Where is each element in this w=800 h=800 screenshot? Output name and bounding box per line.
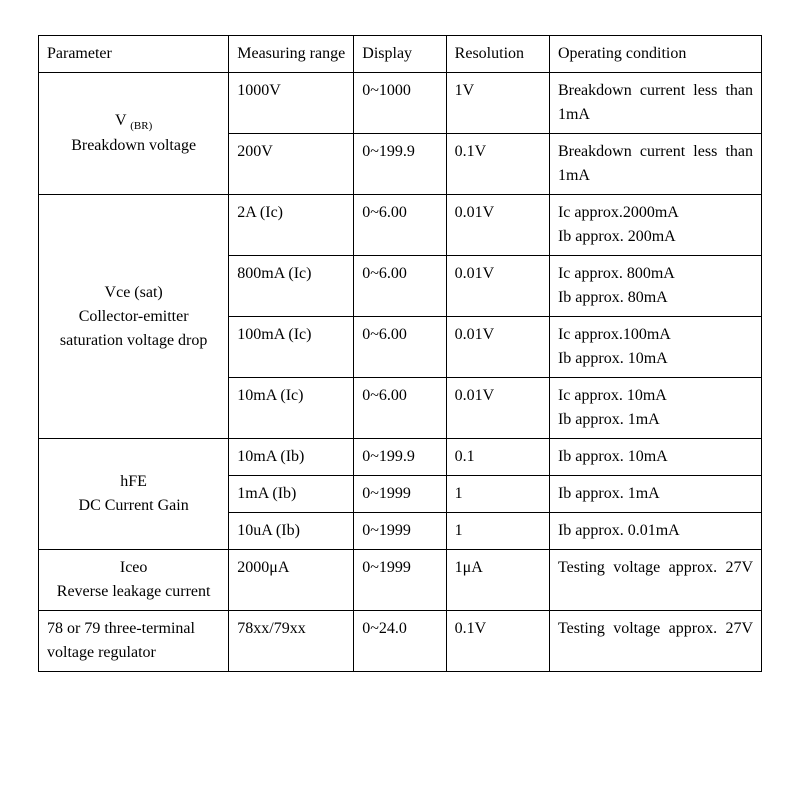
cell-display: 0~6.00 (354, 378, 446, 439)
cell-resolution: 1μA (446, 550, 549, 611)
cond-line: Ib approx. 10mA (558, 350, 668, 367)
cell-range: 10mA (Ic) (229, 378, 354, 439)
cell-condition: Ic approx. 800mA Ib approx. 80mA (549, 256, 761, 317)
cell-resolution: 1V (446, 73, 549, 134)
cell-condition: Ic approx. 10mA Ib approx. 1mA (549, 378, 761, 439)
cell-display: 0~1999 (354, 476, 446, 513)
spec-table-container: Parameter Measuring range Display Resolu… (0, 0, 800, 707)
cell-condition: Breakdown current less than 1mA (549, 73, 761, 134)
cell-resolution: 0.01V (446, 256, 549, 317)
param-vbr: V (BR) Breakdown voltage (39, 73, 229, 195)
cell-condition: Ib approx. 10mA (549, 439, 761, 476)
table-row: Vce (sat) Collector-emitter saturation v… (39, 195, 762, 256)
vbr-symbol: V (115, 112, 126, 129)
header-parameter: Parameter (39, 36, 229, 73)
cond-line: Ic approx.100mA (558, 326, 671, 343)
cell-range: 200V (229, 134, 354, 195)
cond-line: Ic approx. 10mA (558, 387, 667, 404)
table-row: hFE DC Current Gain 10mA (Ib) 0~199.9 0.… (39, 439, 762, 476)
cond-line: Ic approx. 800mA (558, 265, 675, 282)
cell-range: 800mA (Ic) (229, 256, 354, 317)
cell-resolution: 0.01V (446, 317, 549, 378)
vbr-label: Breakdown voltage (71, 137, 196, 154)
table-row: 78 or 79 three-terminal voltage regulato… (39, 611, 762, 672)
spec-table: Parameter Measuring range Display Resolu… (38, 35, 762, 672)
table-row: V (BR) Breakdown voltage 1000V 0~1000 1V… (39, 73, 762, 134)
table-row: Iceo Reverse leakage current 2000μA 0~19… (39, 550, 762, 611)
cell-condition: Ic approx.100mA Ib approx. 10mA (549, 317, 761, 378)
cell-condition: Testing voltage approx. 27V (549, 611, 761, 672)
cell-range: 10uA (Ib) (229, 513, 354, 550)
reg-line2: voltage regulator (47, 644, 156, 661)
cell-range: 1000V (229, 73, 354, 134)
hfe-line2: DC Current Gain (79, 497, 189, 514)
cell-range: 2000μA (229, 550, 354, 611)
param-iceo: Iceo Reverse leakage current (39, 550, 229, 611)
header-row: Parameter Measuring range Display Resolu… (39, 36, 762, 73)
cell-resolution: 0.1V (446, 134, 549, 195)
cell-range: 100mA (Ic) (229, 317, 354, 378)
cell-range: 10mA (Ib) (229, 439, 354, 476)
param-regulator: 78 or 79 three-terminal voltage regulato… (39, 611, 229, 672)
cell-condition: Ic approx.2000mA Ib approx. 200mA (549, 195, 761, 256)
iceo-line2: Reverse leakage current (57, 583, 211, 600)
reg-line1: 78 or 79 three-terminal (47, 620, 195, 637)
cond-line: Ib approx. 1mA (558, 411, 660, 428)
cell-display: 0~199.9 (354, 134, 446, 195)
param-vce: Vce (sat) Collector-emitter saturation v… (39, 195, 229, 439)
iceo-line1: Iceo (120, 559, 148, 576)
cell-resolution: 1 (446, 513, 549, 550)
cell-resolution: 0.01V (446, 378, 549, 439)
header-measuring-range: Measuring range (229, 36, 354, 73)
cell-resolution: 0.01V (446, 195, 549, 256)
cell-range: 78xx/79xx (229, 611, 354, 672)
header-display: Display (354, 36, 446, 73)
vbr-subscript: (BR) (130, 120, 152, 132)
cell-condition: Testing voltage approx. 27V (549, 550, 761, 611)
vce-line3: saturation voltage drop (60, 332, 208, 349)
header-resolution: Resolution (446, 36, 549, 73)
cell-range: 1mA (Ib) (229, 476, 354, 513)
cell-resolution: 0.1 (446, 439, 549, 476)
header-operating-condition: Operating condition (549, 36, 761, 73)
cell-display: 0~24.0 (354, 611, 446, 672)
cell-condition: Ib approx. 1mA (549, 476, 761, 513)
hfe-line1: hFE (120, 473, 147, 490)
cell-display: 0~1999 (354, 550, 446, 611)
cell-condition: Breakdown current less than 1mA (549, 134, 761, 195)
param-hfe: hFE DC Current Gain (39, 439, 229, 550)
vce-line1: Vce (sat) (105, 284, 163, 301)
cell-display: 0~1000 (354, 73, 446, 134)
cell-resolution: 0.1V (446, 611, 549, 672)
cell-display: 0~6.00 (354, 317, 446, 378)
cell-resolution: 1 (446, 476, 549, 513)
cond-line: Ib approx. 80mA (558, 289, 668, 306)
cell-condition: Ib approx. 0.01mA (549, 513, 761, 550)
cell-display: 0~199.9 (354, 439, 446, 476)
cell-display: 0~6.00 (354, 256, 446, 317)
cell-display: 0~1999 (354, 513, 446, 550)
vce-line2: Collector-emitter (79, 308, 189, 325)
cell-display: 0~6.00 (354, 195, 446, 256)
cond-line: Ic approx.2000mA (558, 204, 679, 221)
cond-line: Ib approx. 200mA (558, 228, 676, 245)
cell-range: 2A (Ic) (229, 195, 354, 256)
